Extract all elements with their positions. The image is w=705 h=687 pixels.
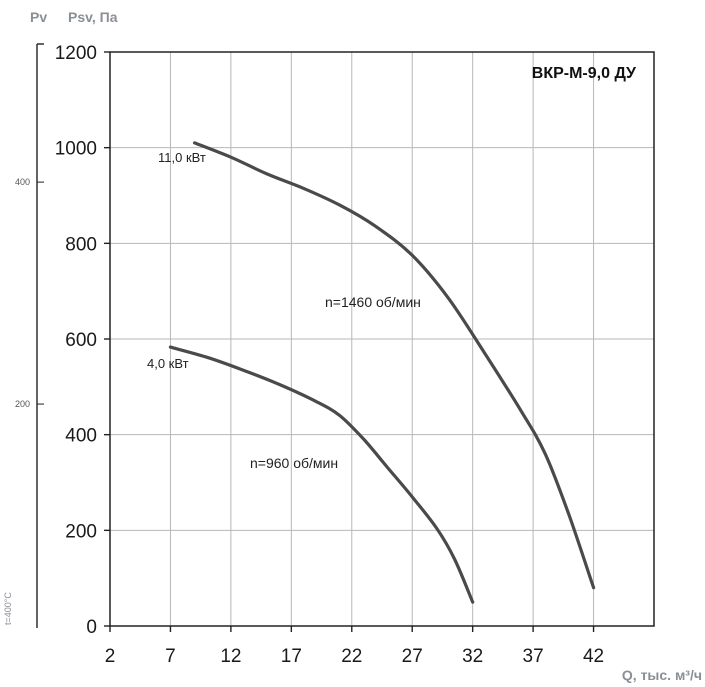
y-tick-label-600: 600 bbox=[65, 330, 97, 351]
chart-title: ВКР-М-9,0 ДУ bbox=[532, 65, 637, 82]
series-label-1460: n=1460 об/мин bbox=[325, 294, 421, 310]
x-tick-label-17: 17 bbox=[281, 646, 302, 667]
x-tick-label-12: 12 bbox=[220, 646, 241, 667]
y-tick-label-800: 800 bbox=[65, 234, 97, 255]
y-tick-label-1200: 1200 bbox=[55, 43, 97, 64]
x-tick-label-7: 7 bbox=[165, 646, 176, 667]
y-axis-label: Psv, Па bbox=[68, 9, 118, 25]
series-label-960: n=960 об/мин bbox=[250, 455, 338, 471]
pv-ticks: 400 200 bbox=[15, 177, 44, 409]
y-tick-label-1000: 1000 bbox=[55, 139, 97, 160]
x-tick-labels: 2 7 12 17 22 27 32 37 42 bbox=[105, 626, 604, 667]
x-tick-label-37: 37 bbox=[523, 646, 544, 667]
grid-lines bbox=[110, 52, 654, 626]
x-axis-label: Q, тыс. м³/ч bbox=[622, 667, 702, 683]
curve-series-0 bbox=[193, 141, 596, 590]
x-tick-label-32: 32 bbox=[462, 646, 483, 667]
pv-label: Pv bbox=[30, 9, 47, 25]
power-label-11kw: 11,0 кВт bbox=[158, 150, 206, 165]
x-tick-label-22: 22 bbox=[341, 646, 362, 667]
power-label-4kw: 4,0 кВт bbox=[147, 356, 189, 371]
y-tick-labels: 0 200 400 600 800 1000 1200 bbox=[55, 43, 110, 638]
y-tick-label-400: 400 bbox=[65, 426, 97, 447]
temperature-note: t=400°C bbox=[3, 592, 13, 625]
x-tick-label-42: 42 bbox=[583, 646, 604, 667]
y-tick-label-0: 0 bbox=[86, 617, 97, 638]
pv-tick-label-200: 200 bbox=[15, 399, 30, 409]
x-tick-label-2: 2 bbox=[105, 646, 116, 667]
y-tick-label-200: 200 bbox=[65, 521, 97, 542]
pv-tick-label-400: 400 bbox=[15, 177, 30, 187]
curve-series-1 bbox=[168, 345, 475, 604]
x-tick-label-27: 27 bbox=[402, 646, 423, 667]
curves bbox=[168, 141, 596, 604]
